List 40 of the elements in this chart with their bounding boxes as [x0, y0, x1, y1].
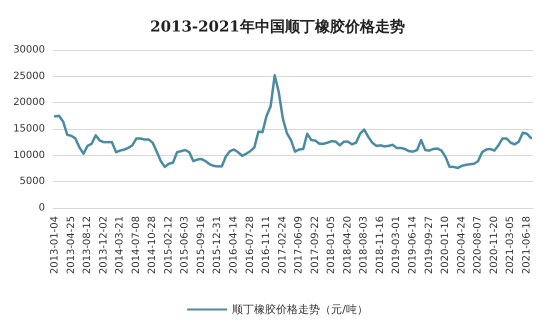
x-tick-label: 2015-12-31 — [212, 216, 224, 274]
y-tick-label: 10000 — [13, 150, 45, 161]
x-tick-label: 2019-09-27 — [424, 216, 435, 274]
line-series — [54, 74, 532, 170]
x-tick-label: 2015-09-16 — [196, 216, 207, 274]
y-tick-label: 0 — [38, 202, 45, 214]
x-tick-label: 2014-03-21 — [114, 216, 126, 274]
x-tick-label: 2019-03-01 — [391, 216, 402, 274]
y-tick-label: 30000 — [13, 44, 45, 56]
x-tick-label: 2014-10-28 — [147, 216, 158, 274]
x-tick-label: 2020-08-07 — [472, 216, 484, 274]
y-tick-label: 25000 — [13, 70, 45, 82]
x-tick-label: 2013-08-12 — [82, 216, 94, 274]
x-tick-label: 2013-12-02 — [98, 216, 110, 274]
x-tick-label: 2016-07-28 — [244, 216, 256, 274]
x-tick-label: 2015-02-12 — [163, 216, 174, 274]
x-tick-label: 2020-11-20 — [488, 216, 500, 274]
x-tick-label: 2018-04-20 — [342, 216, 354, 274]
x-tick-label: 2020-04-24 — [456, 216, 468, 274]
legend-label: 顺丁橡胶价格走势（元/吨） — [232, 303, 368, 316]
x-tick-label: 2013-04-25 — [66, 216, 77, 274]
y-tick-label: 5000 — [20, 176, 45, 188]
x-tick-label: 2018-08-03 — [358, 216, 370, 274]
x-tick-label: 2016-11-11 — [261, 216, 272, 274]
x-tick-label: 2017-02-24 — [277, 216, 288, 274]
x-tick-label: 2020-01-10 — [440, 216, 452, 274]
x-tick-label: 2018-01-05 — [326, 216, 338, 274]
y-tick-label: 15000 — [13, 124, 45, 134]
x-tick-label: 2017-09-22 — [310, 216, 321, 274]
x-tick-label: 2016-04-14 — [228, 216, 240, 274]
x-tick-label: 2021-06-18 — [521, 216, 532, 274]
y-tick-label: 20000 — [13, 97, 45, 108]
x-tick-label: 2021-03-05 — [505, 216, 516, 274]
chart-title: 2013-2021年中国顺丁橡胶价格走势 — [150, 18, 405, 36]
x-tick-label: 2017-06-09 — [294, 216, 305, 274]
x-tick-label: 2019-06-14 — [408, 216, 418, 274]
x-tick-label: 2013-01-04 — [50, 216, 61, 274]
x-tick-label: 2015-06-03 — [180, 216, 191, 274]
x-tick-label: 2018-11-16 — [374, 216, 386, 274]
x-tick-label: 2014-07-08 — [130, 216, 142, 274]
